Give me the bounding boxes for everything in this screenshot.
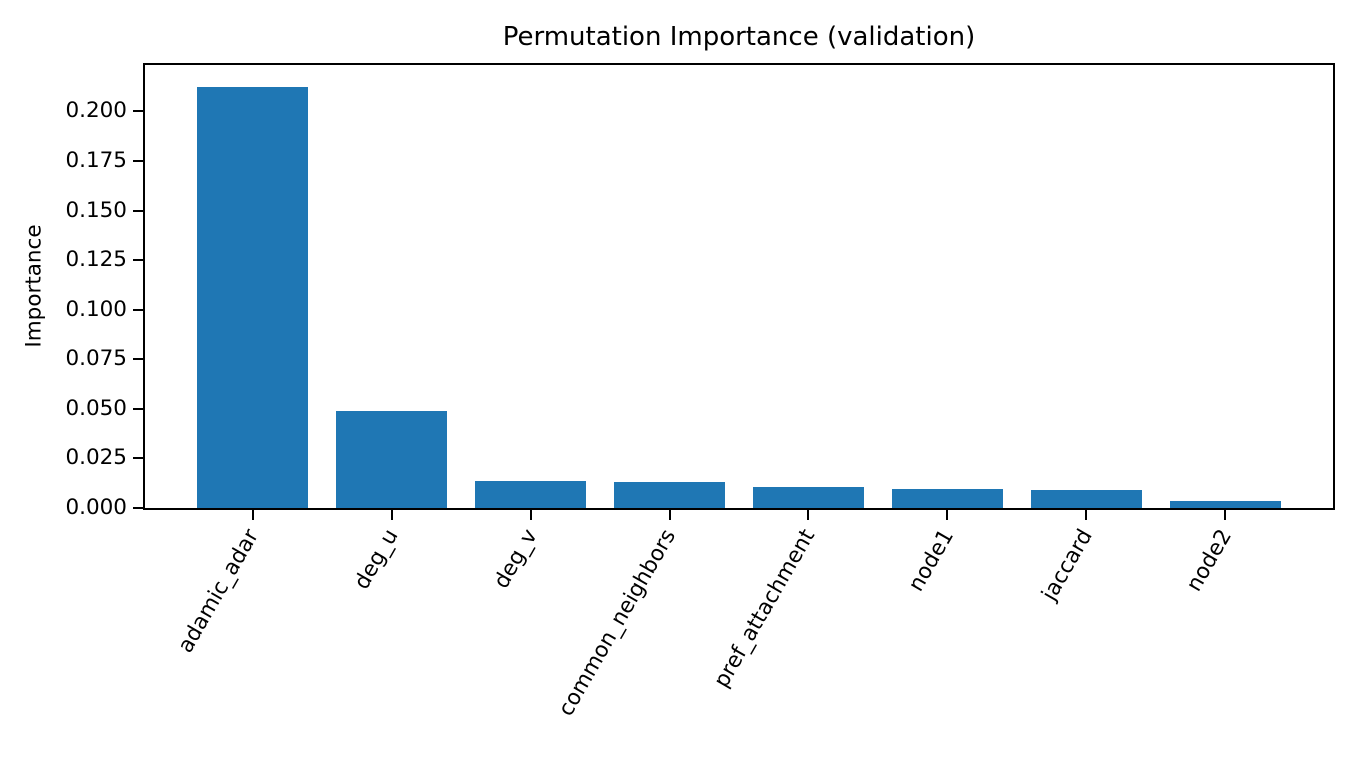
x-tick-label: adamic_adar bbox=[173, 525, 265, 658]
x-tick-mark bbox=[529, 510, 532, 520]
x-tick-label: pref_attachment bbox=[709, 525, 821, 693]
plot-border bbox=[143, 63, 1335, 510]
bar-deg_u bbox=[336, 411, 448, 508]
bar-adamic_adar bbox=[197, 87, 309, 508]
y-tick-label: 0.200 bbox=[65, 98, 127, 124]
y-tick-label: 0.125 bbox=[65, 247, 127, 273]
x-tick-label: deg_v bbox=[488, 525, 543, 593]
x-tick-label: node1 bbox=[903, 525, 960, 596]
x-tick-mark bbox=[1085, 510, 1088, 520]
bar-pref_attachment bbox=[752, 487, 864, 508]
chart-title: Permutation Importance (validation) bbox=[502, 22, 976, 52]
bar-node2 bbox=[1169, 501, 1281, 508]
y-tick-label: 0.050 bbox=[65, 395, 127, 421]
y-tick-label: 0.175 bbox=[65, 147, 127, 173]
x-tick-mark bbox=[390, 510, 393, 520]
y-tick-label: 0.100 bbox=[65, 296, 127, 322]
x-tick-mark bbox=[807, 510, 810, 520]
bar-jaccard bbox=[1030, 490, 1142, 508]
y-tick-mark bbox=[133, 507, 143, 509]
y-tick-label: 0.150 bbox=[65, 197, 127, 223]
y-tick-mark bbox=[133, 209, 143, 212]
bar-common_neighbors bbox=[614, 482, 726, 508]
x-tick-mark bbox=[668, 510, 671, 520]
x-tick-label: jaccard bbox=[1037, 525, 1098, 606]
y-tick-mark bbox=[133, 407, 143, 410]
y-tick-mark bbox=[133, 110, 143, 113]
y-tick-label: 0.075 bbox=[65, 346, 127, 372]
y-tick-mark bbox=[133, 308, 143, 311]
bar-deg_v bbox=[475, 481, 587, 508]
bar-node1 bbox=[891, 489, 1003, 508]
x-tick-label: node2 bbox=[1181, 525, 1237, 596]
x-tick-label: deg_u bbox=[349, 525, 404, 594]
y-tick-mark bbox=[133, 457, 143, 460]
x-tick-mark bbox=[946, 510, 949, 520]
y-tick-mark bbox=[133, 358, 143, 361]
y-tick-label: 0.000 bbox=[65, 495, 127, 520]
y-tick-mark bbox=[133, 159, 143, 162]
x-tick-mark bbox=[251, 510, 254, 520]
x-tick-label: common_neighbors bbox=[553, 525, 682, 721]
y-tick-mark bbox=[133, 259, 143, 262]
x-tick-mark bbox=[1224, 510, 1227, 520]
y-tick-label: 0.025 bbox=[65, 445, 127, 471]
